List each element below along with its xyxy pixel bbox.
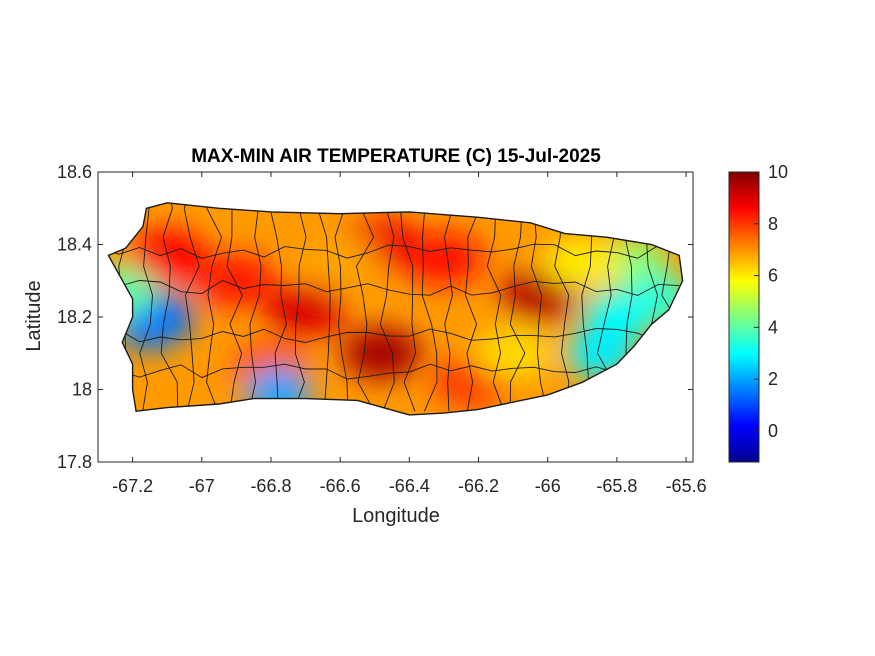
municipal-border — [226, 202, 243, 412]
field-hotspot — [300, 236, 381, 289]
colorbar — [728, 171, 760, 463]
x-tick-label: -66.4 — [389, 476, 430, 496]
municipal-border — [108, 279, 680, 296]
x-tick-label: -67 — [189, 476, 215, 496]
colorbar-tick-label: 6 — [768, 266, 778, 286]
y-tick-label: 17.8 — [57, 452, 92, 472]
x-tick-label: -66.6 — [320, 476, 361, 496]
municipal-border — [108, 243, 680, 259]
x-tick-label: -66.2 — [458, 476, 499, 496]
municipal-border — [334, 202, 349, 412]
colorbar-ticks: 0 2 4 6 8 10 — [754, 162, 788, 441]
field-hotspot — [473, 327, 554, 380]
x-tick-label: -67.2 — [112, 476, 153, 496]
field-hotspot — [265, 283, 346, 336]
municipal-border — [444, 202, 454, 412]
x-tick-label: -66 — [535, 476, 561, 496]
y-tick-label: 18.6 — [57, 162, 92, 182]
colorbar-tick-label: 8 — [768, 214, 778, 234]
municipal-border — [292, 202, 307, 412]
y-tick-label: 18.4 — [57, 235, 92, 255]
x-tick-label: -65.8 — [596, 476, 637, 496]
municipal-border — [206, 202, 223, 412]
municipal-border — [356, 202, 375, 412]
municipal-border — [269, 202, 287, 412]
field-hotspot — [542, 236, 623, 289]
temperature-field — [108, 202, 683, 415]
x-tick-label: -66.8 — [250, 476, 291, 496]
municipal-border — [464, 202, 481, 412]
x-tick-label: -65.6 — [666, 476, 707, 496]
municipal-border — [317, 202, 331, 412]
municipal-border — [248, 202, 262, 412]
municipal-border — [139, 202, 153, 412]
colorbar-tick-label: 4 — [768, 317, 778, 337]
y-tick-label: 18 — [72, 380, 92, 400]
field-hotspot — [403, 233, 484, 285]
municipal-border — [160, 202, 179, 412]
municipal-border — [108, 363, 680, 380]
colorbar-tick-label: 10 — [768, 162, 788, 182]
municipal-border — [399, 202, 417, 412]
chart-title: MAX-MIN AIR TEMPERATURE (C) 15-Jul-2025 — [191, 146, 601, 167]
y-axis-label: Latitude — [23, 280, 45, 351]
municipal-border — [108, 328, 680, 343]
y-axis: 17.8 18 18.2 18.4 18.6 — [57, 162, 693, 472]
field-hotspot — [196, 254, 277, 307]
x-axis: -67.2 -67 -66.8 -66.6 -66.4 -66.2 -66 -65.8 -65.… — [112, 172, 707, 496]
y-tick-label: 18.2 — [57, 307, 92, 327]
x-axis-label: Longitude — [352, 505, 440, 527]
colorbar-tick-label: 0 — [768, 421, 778, 441]
colorbar-tick-label: 2 — [768, 369, 778, 389]
